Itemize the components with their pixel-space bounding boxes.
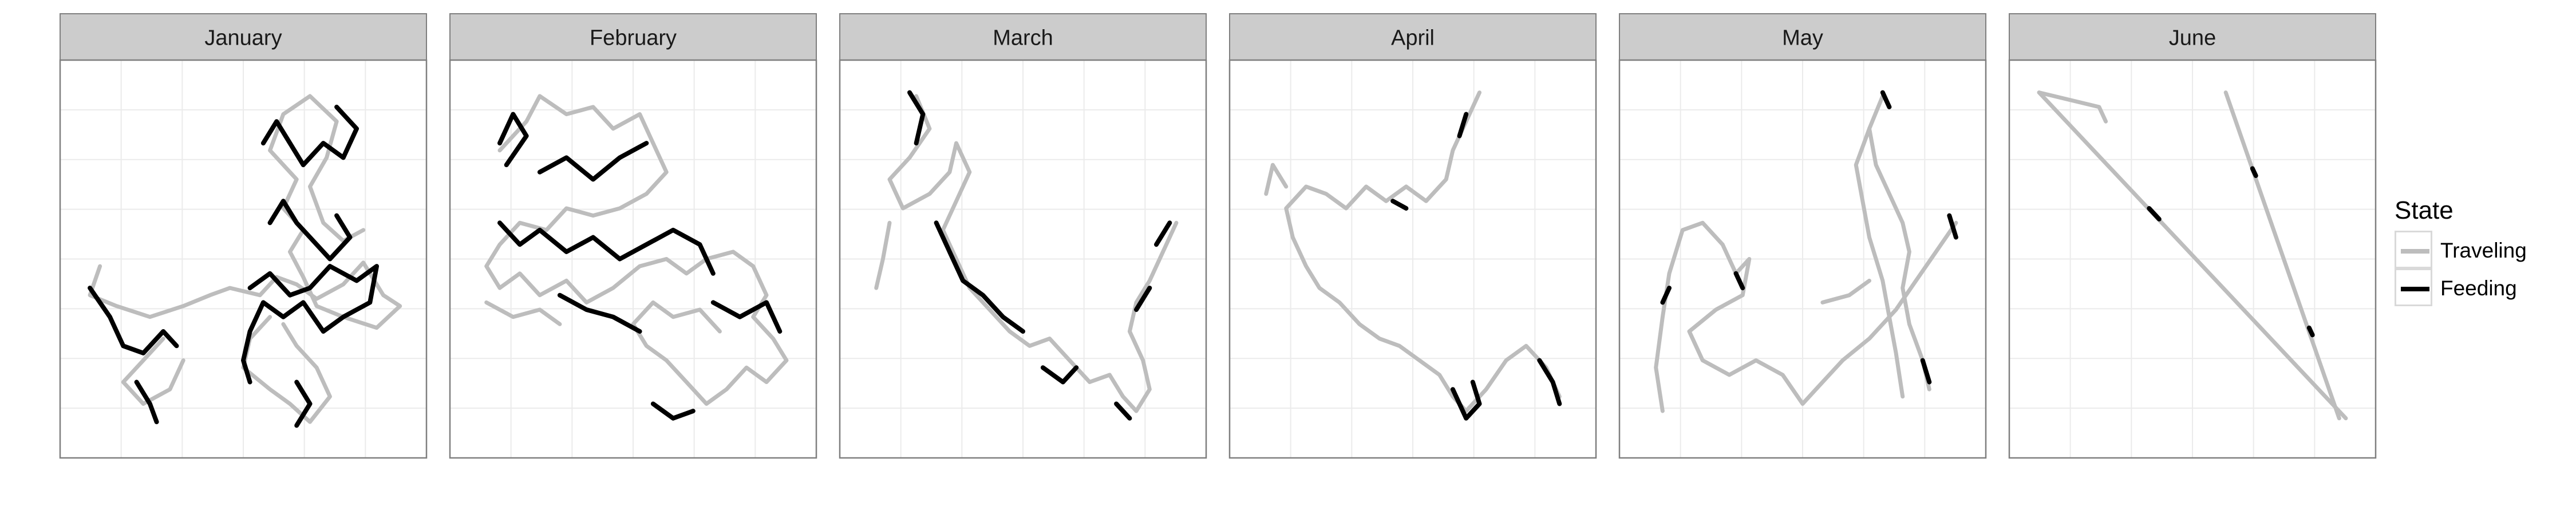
facet-title: January xyxy=(204,26,282,50)
feeding-track-segment xyxy=(557,292,642,334)
feeding-track-segment xyxy=(1450,379,1482,421)
facet-february: February xyxy=(449,13,817,459)
facet-january: January xyxy=(59,13,428,459)
facet-strip xyxy=(60,13,427,61)
traveling-track-segment xyxy=(88,94,402,330)
feeding-track-segment xyxy=(267,199,353,262)
legend-title: State xyxy=(2395,196,2453,224)
legend-entry-traveling: Traveling xyxy=(2395,231,2543,268)
facet-strip xyxy=(449,13,817,61)
traveling-track-segment xyxy=(1820,278,1871,305)
feeding-track-segment xyxy=(537,141,649,182)
traveling-track-segment xyxy=(887,94,1179,413)
feeding-track-segment xyxy=(241,264,379,385)
feeding-track-segment xyxy=(1880,90,1892,109)
panel-border xyxy=(1228,59,1597,459)
feeding-track-segment xyxy=(650,401,696,421)
feeding-track-segment xyxy=(497,112,529,168)
facet-title: March xyxy=(993,26,1053,50)
panel-border xyxy=(839,59,1207,459)
facet-may: May xyxy=(1618,13,1987,459)
feeding-track-segment xyxy=(1040,365,1079,385)
feeding-track-segment xyxy=(260,104,359,168)
feeding-track-segment xyxy=(1660,286,1672,305)
traveling-track-segment xyxy=(1867,94,1931,392)
traveling-track-segment xyxy=(1854,126,1905,399)
feeding-track-segment xyxy=(907,90,926,146)
feeding-track-segment xyxy=(1114,401,1132,421)
feeding-track-segment xyxy=(2250,166,2258,178)
facet-title: April xyxy=(1391,26,1435,50)
legend-key-feeding xyxy=(2395,268,2432,306)
facet-april: April xyxy=(1228,13,1597,459)
legend-line-feeding xyxy=(2401,287,2429,291)
feeding-track-segment xyxy=(2147,206,2162,222)
legend-entry-feeding: Feeding xyxy=(2395,268,2543,306)
feeding-track-segment xyxy=(1920,358,1932,385)
legend-label-feeding: Feeding xyxy=(2440,276,2517,300)
traveling-track-segment xyxy=(2037,90,2348,421)
traveling-track-segment xyxy=(121,337,185,406)
feeding-track-segment xyxy=(88,286,179,355)
facet-june: June xyxy=(2008,13,2377,459)
legend-key-traveling xyxy=(2395,231,2432,268)
feeding-track-segment xyxy=(1390,199,1409,211)
panel-border xyxy=(2008,59,2377,459)
feeding-track-segment xyxy=(134,379,159,425)
facet-strip xyxy=(2009,13,2376,61)
traveling-track-segment xyxy=(1654,220,1958,413)
facet-title: May xyxy=(1782,26,1823,50)
feeding-track-segment xyxy=(1154,220,1172,247)
traveling-track-segment xyxy=(2223,90,2341,421)
facet-title: June xyxy=(2169,26,2216,50)
feeding-track-segment xyxy=(294,379,313,428)
feeding-track-segment xyxy=(1134,286,1152,312)
feeding-track-segment xyxy=(1733,271,1745,291)
facet-strip xyxy=(1229,13,1597,61)
traveling-track-segment xyxy=(1264,163,1289,196)
facet-march: March xyxy=(839,13,1207,459)
facet-title: February xyxy=(590,26,677,50)
feeding-track-segment xyxy=(497,220,716,276)
feeding-track-segment xyxy=(1537,358,1562,406)
legend-line-traveling xyxy=(2401,249,2429,254)
legend-label-traveling: Traveling xyxy=(2440,239,2527,262)
feeding-track-segment xyxy=(710,300,783,334)
feeding-track-segment xyxy=(1457,112,1469,139)
panel-border xyxy=(59,59,428,459)
traveling-track-segment xyxy=(484,300,562,326)
traveling-track-segment xyxy=(2037,90,2108,124)
feeding-track-segment xyxy=(1947,213,1958,240)
feeding-track-segment xyxy=(934,220,1025,334)
feeding-track-segment xyxy=(2306,325,2315,338)
legend: State Traveling Feeding xyxy=(2395,196,2543,322)
panel-border xyxy=(449,59,817,459)
traveling-track-segment xyxy=(874,220,892,290)
panel-border xyxy=(1618,59,1987,459)
traveling-track-segment xyxy=(484,94,789,406)
facet-strip xyxy=(1619,13,1986,61)
facet-strip xyxy=(839,13,1207,61)
